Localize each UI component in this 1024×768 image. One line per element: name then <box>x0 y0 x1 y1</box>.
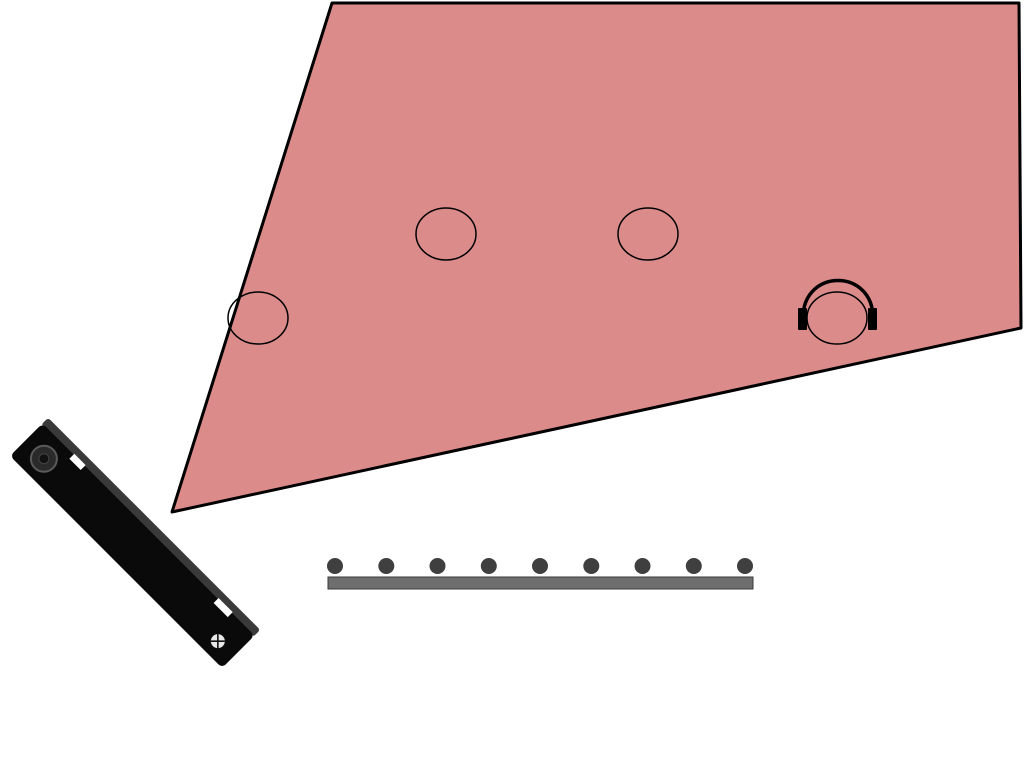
microphone-icon <box>685 558 702 574</box>
kinect-sensor-icon <box>12 418 260 666</box>
person-marker <box>617 207 679 261</box>
microphone-icon <box>532 558 548 574</box>
person-marker <box>415 207 477 261</box>
microphone-array-bar <box>327 576 754 590</box>
microphone-icon <box>583 558 600 574</box>
microphone-icon <box>480 558 497 574</box>
microphone-array-icon <box>327 558 754 590</box>
field-of-view-area <box>170 1 1023 514</box>
microphone-icon <box>378 558 395 574</box>
microphone-icon <box>327 558 343 574</box>
person-marker <box>227 291 289 345</box>
headphones-icon <box>798 278 877 330</box>
microphone-icon <box>429 558 446 574</box>
microphone-icon <box>737 558 753 574</box>
microphone-icon <box>634 558 651 574</box>
